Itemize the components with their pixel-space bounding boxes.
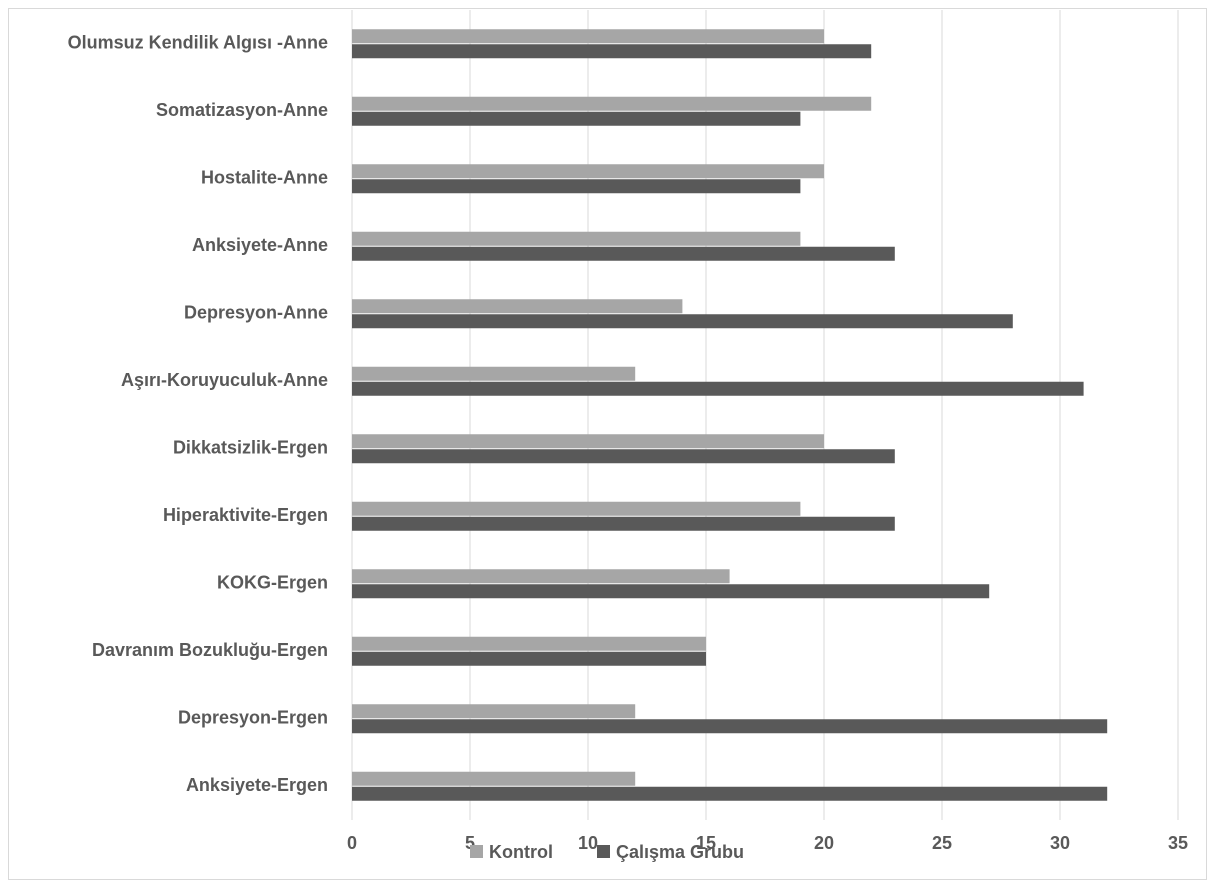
legend-label: Çalışma Grubu	[616, 842, 744, 862]
category-label: Davranım Bozukluğu-Ergen	[92, 640, 328, 660]
x-tick-label: 30	[1050, 833, 1070, 853]
legend-swatch	[597, 845, 610, 858]
x-tick-label: 25	[932, 833, 952, 853]
x-tick-label: 20	[814, 833, 834, 853]
bar-calisma-grubu	[352, 651, 706, 666]
category-label: Hostalite-Anne	[201, 168, 328, 188]
category-labels: Olumsuz Kendilik Algısı -Anne Somatizasyo…	[68, 33, 328, 796]
bar-calisma-grubu	[352, 246, 895, 261]
bar-calisma-grubu	[352, 44, 872, 59]
category-label: Aşırı-Koruyuculuk-Anne	[121, 370, 328, 390]
x-tick-label: 5	[465, 833, 475, 853]
bar-kontrol	[352, 771, 636, 786]
category-label: Dikkatsizlik-Ergen	[173, 438, 328, 458]
category-label: Somatizasyon-Anne	[156, 100, 328, 120]
category-label: Depresyon-Ergen	[178, 708, 328, 728]
bar-kontrol	[352, 434, 824, 449]
bar-calisma-grubu	[352, 584, 990, 599]
bar-calisma-grubu	[352, 516, 895, 531]
bar-calisma-grubu	[352, 111, 801, 126]
bar-kontrol	[352, 29, 824, 44]
x-tick-label: 10	[578, 833, 598, 853]
bar-kontrol	[352, 164, 824, 179]
bars	[352, 29, 1108, 801]
bar-calisma-grubu	[352, 179, 801, 194]
gridlines	[351, 10, 1179, 820]
x-tick-label: 35	[1168, 833, 1188, 853]
category-label: KOKG-Ergen	[217, 573, 328, 593]
bar-kontrol	[352, 569, 730, 584]
bar-kontrol	[352, 501, 801, 516]
category-label: Anksiyete-Anne	[192, 235, 328, 255]
bar-kontrol	[352, 231, 801, 246]
category-label: Anksiyete-Ergen	[186, 775, 328, 795]
bar-kontrol	[352, 636, 706, 651]
bar-calisma-grubu	[352, 314, 1013, 329]
x-tick-label: 0	[347, 833, 357, 853]
bar-calisma-grubu	[352, 719, 1108, 734]
legend: Kontrol Çalışma Grubu	[470, 842, 744, 862]
category-label: Depresyon-Anne	[184, 303, 328, 323]
x-tick-labels: 0 5 10 15 20 25 30 35	[347, 833, 1188, 853]
bar-kontrol	[352, 96, 872, 111]
bar-calisma-grubu	[352, 381, 1084, 396]
category-label: Olumsuz Kendilik Algısı -Anne	[68, 33, 328, 53]
bar-kontrol	[352, 366, 636, 381]
bar-calisma-grubu	[352, 786, 1108, 801]
bar-calisma-grubu	[352, 449, 895, 464]
bar-kontrol	[352, 704, 636, 719]
legend-swatch	[470, 845, 483, 858]
x-tick-label: 15	[696, 833, 716, 853]
legend-label: Kontrol	[489, 842, 553, 862]
category-label: Hiperaktivite-Ergen	[163, 505, 328, 525]
bar-kontrol	[352, 299, 683, 314]
